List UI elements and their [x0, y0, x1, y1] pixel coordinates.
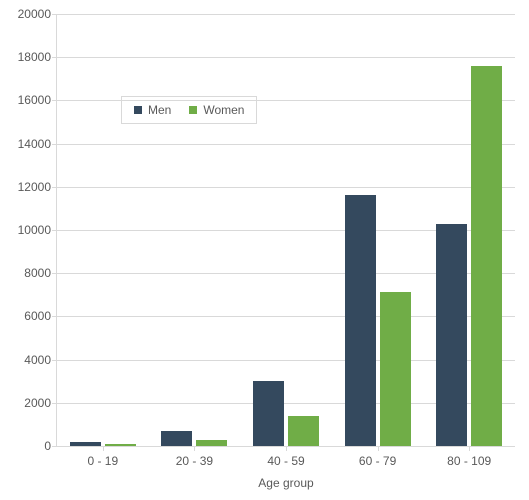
x-tick-label: 0 - 19: [87, 454, 118, 468]
y-gridline: [57, 187, 515, 188]
bar-women: [196, 440, 227, 446]
bar-men: [70, 442, 101, 446]
x-tick-label: 80 - 109: [447, 454, 491, 468]
x-tick-mark: [103, 446, 104, 451]
bar-men: [161, 431, 192, 446]
x-tick-label: 40 - 59: [267, 454, 304, 468]
y-tick-mark: [52, 144, 57, 145]
y-gridline: [57, 14, 515, 15]
y-tick-label: 6000: [24, 309, 51, 323]
bar-men: [436, 224, 467, 446]
y-tick-mark: [52, 14, 57, 15]
legend-item-women: Women: [189, 103, 244, 117]
bar-women: [471, 66, 502, 446]
y-tick-mark: [52, 273, 57, 274]
y-gridline: [57, 100, 515, 101]
y-tick-label: 8000: [24, 266, 51, 280]
y-tick-label: 16000: [18, 93, 51, 107]
legend-swatch: [134, 106, 142, 114]
y-tick-mark: [52, 187, 57, 188]
y-tick-mark: [52, 100, 57, 101]
y-tick-label: 12000: [18, 180, 51, 194]
age-group-bar-chart: Age group Men Women 0 2000 4000 6000 8000 1000…: [0, 0, 529, 500]
bar-men: [345, 195, 376, 446]
bar-women: [105, 444, 136, 446]
legend-swatch: [189, 106, 197, 114]
y-tick-mark: [52, 403, 57, 404]
y-tick-mark: [52, 230, 57, 231]
y-tick-label: 2000: [24, 396, 51, 410]
legend-label: Women: [203, 103, 244, 117]
legend-item-men: Men: [134, 103, 171, 117]
plot-area: Age group MenWomen 020004000600080001000…: [56, 14, 515, 447]
x-tick-mark: [378, 446, 379, 451]
y-tick-label: 14000: [18, 137, 51, 151]
y-tick-label: 0: [44, 439, 51, 453]
y-tick-mark: [52, 316, 57, 317]
bar-women: [380, 292, 411, 446]
y-tick-label: 4000: [24, 353, 51, 367]
bar-women: [288, 416, 319, 446]
bar-men: [253, 381, 284, 446]
y-gridline: [57, 57, 515, 58]
y-tick-mark: [52, 360, 57, 361]
x-axis-title: Age group: [258, 476, 313, 490]
x-tick-label: 60 - 79: [359, 454, 396, 468]
x-tick-label: 20 - 39: [176, 454, 213, 468]
y-tick-label: 20000: [18, 7, 51, 21]
y-tick-label: 18000: [18, 50, 51, 64]
x-tick-mark: [286, 446, 287, 451]
legend-label: Men: [148, 103, 171, 117]
y-gridline: [57, 144, 515, 145]
x-tick-mark: [469, 446, 470, 451]
y-tick-label: 10000: [18, 223, 51, 237]
y-tick-mark: [52, 446, 57, 447]
y-tick-mark: [52, 57, 57, 58]
x-tick-mark: [194, 446, 195, 451]
